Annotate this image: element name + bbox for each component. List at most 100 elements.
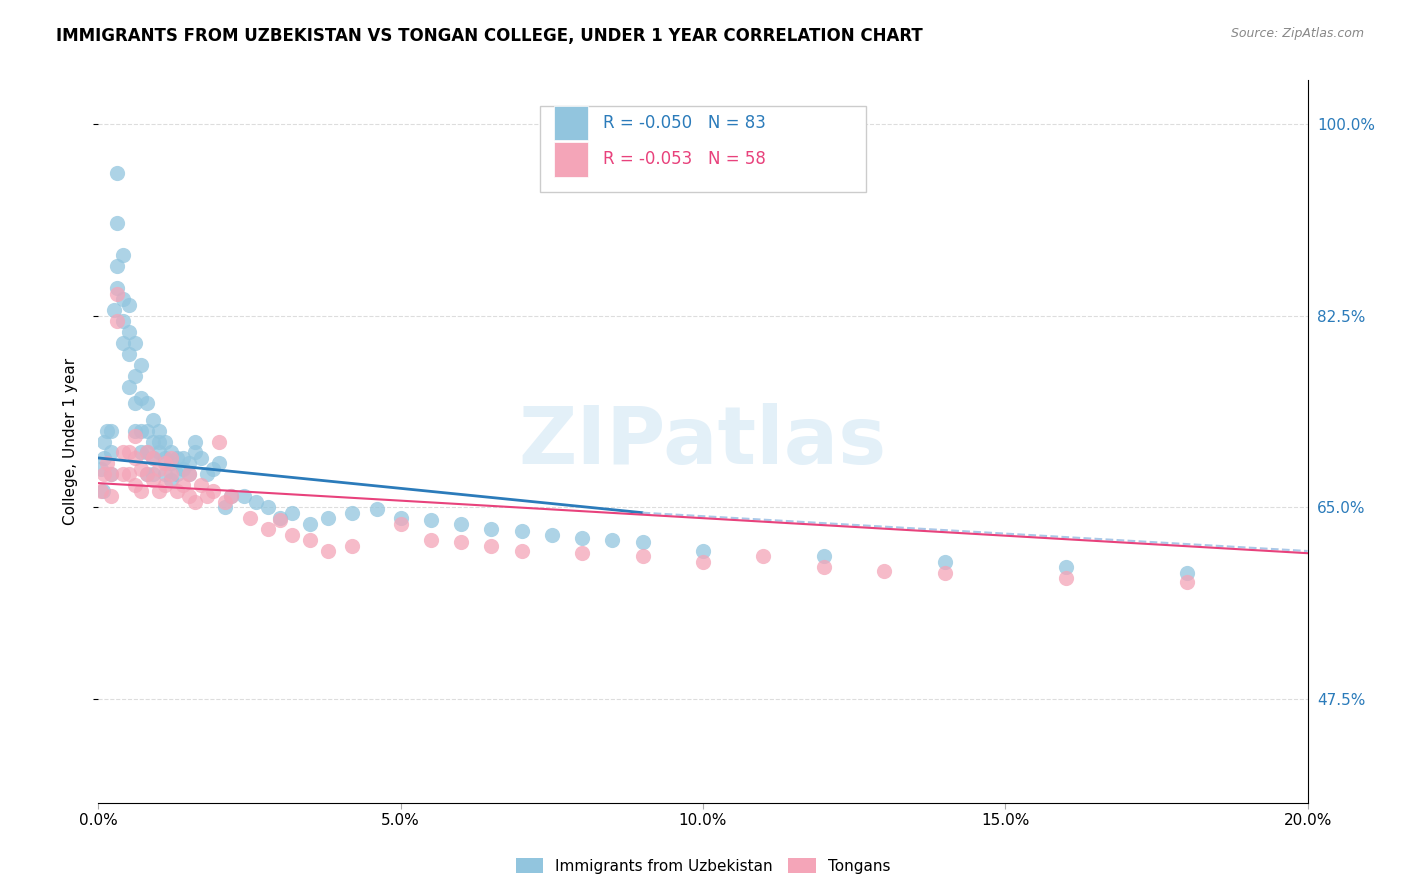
Point [160,450,183,465]
Point [93,434,115,449]
Point [135,467,157,482]
Point [148,462,170,476]
Point [111,336,134,351]
Text: IMMIGRANTS FROM UZBEKISTAN VS TONGAN COLLEGE, UNDER 1 YEAR CORRELATION CHART: IMMIGRANTS FROM UZBEKISTAN VS TONGAN COL… [56,27,922,45]
Point [571,531,593,545]
Point [1175,574,1198,589]
Point [142,473,165,487]
Text: R = -0.053   N = 58: R = -0.053 N = 58 [603,151,765,169]
Point [93,450,115,465]
Point [179,467,201,482]
Point [184,434,207,449]
Point [135,424,157,438]
Point [111,248,134,262]
Point [245,494,267,508]
Point [124,336,146,351]
Point [124,478,146,492]
Point [256,500,278,515]
Point [299,516,322,531]
Bar [554,105,588,140]
Point [105,286,128,301]
Point [299,533,322,547]
Point [129,462,152,476]
Point [934,566,956,580]
Point [540,527,562,541]
Point [269,513,291,527]
Point [179,489,201,503]
Point [184,494,207,508]
Point [142,450,165,465]
Point [752,549,775,564]
Point [103,303,125,318]
Point [153,434,176,449]
Point [208,434,231,449]
Point [166,450,188,465]
Point [148,434,170,449]
Point [124,396,146,410]
Point [316,511,339,525]
Point [510,524,533,539]
Point [481,539,503,553]
Point [111,314,134,328]
Point [129,358,152,372]
Point [202,483,225,498]
Point [813,560,835,574]
Point [172,478,194,492]
Point [160,473,183,487]
Point [142,412,165,426]
Point [142,450,165,465]
Point [389,516,412,531]
Point [420,533,443,547]
Point [202,462,225,476]
Point [166,483,188,498]
Point [813,549,835,564]
Point [93,467,115,482]
Point [90,462,112,476]
Point [148,424,170,438]
Point [135,445,157,459]
Point [90,483,112,498]
Point [281,527,304,541]
Point [142,467,165,482]
Point [316,544,339,558]
Point [148,445,170,459]
Point [179,467,201,482]
Point [100,467,122,482]
Point [118,325,141,339]
Point [190,450,212,465]
Point [510,544,533,558]
Point [1054,560,1077,574]
Point [342,506,364,520]
Point [118,445,141,459]
Point [100,489,122,503]
Point [934,555,956,569]
Point [153,450,176,465]
Point [195,467,218,482]
Point [111,292,134,306]
Point [692,555,714,569]
Point [100,467,122,482]
Point [148,483,170,498]
Point [172,462,194,476]
Point [571,546,593,560]
Legend: Immigrants from Uzbekistan, Tongans: Immigrants from Uzbekistan, Tongans [509,852,897,880]
Point [105,314,128,328]
Point [179,457,201,471]
Point [256,522,278,536]
Point [692,544,714,558]
Point [450,535,472,549]
Point [153,457,176,471]
Point [420,513,443,527]
Point [135,445,157,459]
Point [124,368,146,383]
Point [366,502,388,516]
FancyBboxPatch shape [540,105,866,193]
Point [100,445,122,459]
Point [281,506,304,520]
Point [129,391,152,405]
Point [129,483,152,498]
Point [153,478,176,492]
Point [118,467,141,482]
Point [208,457,231,471]
Point [91,483,114,498]
